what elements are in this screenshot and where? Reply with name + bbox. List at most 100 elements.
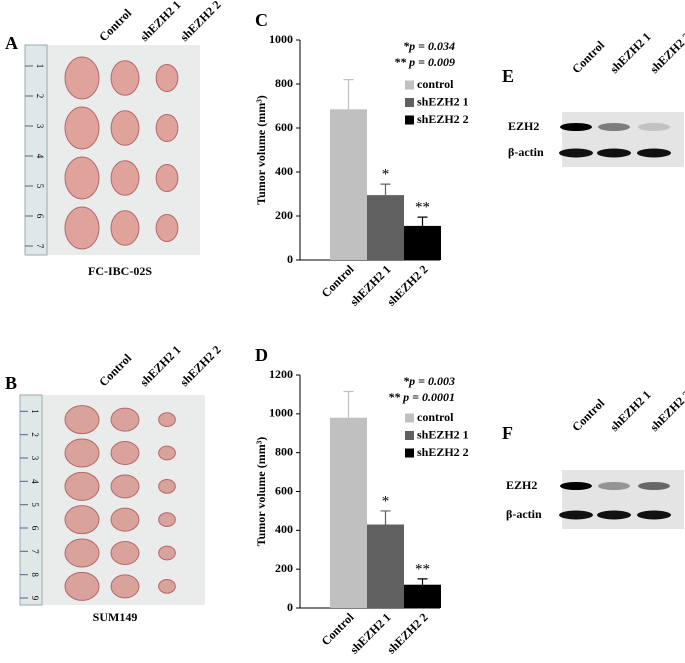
ruler-number: 6 [30, 526, 40, 531]
tumor [158, 545, 176, 561]
lane-label: Control [569, 38, 607, 76]
tumor [64, 206, 100, 250]
p-value: ** p = 0.009 [394, 55, 455, 69]
y-axis-label: Tumor volume (mm³) [254, 95, 268, 205]
blot-membrane [562, 112, 684, 167]
bar [404, 225, 441, 260]
tumor [158, 445, 176, 461]
tumor [158, 578, 176, 594]
band [559, 510, 593, 520]
panel-letter: A [5, 33, 18, 53]
column-label: shEZH2 1 [137, 0, 183, 44]
panel-letter: E [502, 66, 514, 86]
band [598, 123, 630, 131]
tumor [64, 538, 100, 568]
tumor [64, 405, 100, 435]
lane-label: shEZH2 1 [607, 388, 653, 434]
panel-letter: B [5, 373, 17, 393]
row-label: β-actin [508, 145, 544, 159]
tumor [64, 56, 100, 100]
row-label: EZH2 [508, 119, 539, 133]
y-tick-label: 400 [275, 164, 293, 178]
y-axis-label: Tumor volume (mm³) [254, 437, 268, 547]
significance-mark: ** [415, 561, 430, 577]
legend-label: shEZH2 2 [417, 445, 469, 459]
tumor [110, 441, 140, 465]
ruler-number: 7 [30, 549, 40, 554]
column-label: Control [96, 6, 134, 44]
band [638, 482, 670, 490]
panel-letter: F [502, 423, 513, 443]
ruler-number: 9 [30, 596, 40, 601]
ruler-number: 5 [35, 184, 45, 189]
column-label: shEZH2 2 [177, 0, 223, 44]
lane-label: shEZH2 2 [647, 388, 685, 434]
legend-swatch [405, 98, 414, 107]
tumor [110, 407, 140, 432]
ruler-number: 7 [35, 244, 45, 249]
x-tick-label: shEZH2 2 [384, 610, 430, 656]
ruler-number: 2 [35, 94, 45, 99]
y-tick-label: 0 [287, 252, 293, 266]
tumor [110, 474, 140, 499]
tumor [110, 110, 140, 146]
tumor [158, 412, 176, 428]
ruler-number: 2 [30, 432, 40, 437]
panel-letter: C [255, 10, 268, 30]
legend-swatch [405, 80, 414, 90]
band [597, 148, 631, 158]
y-tick-label: 200 [275, 561, 293, 575]
y-tick-label: 1200 [269, 367, 293, 381]
tumor [158, 512, 176, 528]
y-tick-label: 800 [275, 444, 293, 458]
band [598, 482, 630, 490]
tumor [110, 210, 140, 246]
row-label: β-actin [506, 507, 542, 521]
ruler-number: 3 [35, 124, 45, 129]
x-tick-label: shEZH2 2 [384, 262, 430, 308]
band [637, 510, 671, 520]
y-tick-label: 200 [275, 208, 293, 222]
lane-label: shEZH2 2 [647, 30, 685, 76]
ruler-number: 1 [30, 409, 40, 414]
p-value: ** p = 0.0001 [388, 390, 455, 404]
tumor [155, 214, 179, 242]
tumor [64, 438, 100, 468]
bar [404, 584, 441, 608]
legend-label: control [417, 77, 454, 91]
error-bar [380, 183, 391, 196]
y-tick-label: 800 [275, 76, 293, 90]
legend-label: shEZH2 1 [417, 427, 469, 441]
legend-swatch [405, 413, 414, 423]
ruler-number: 4 [30, 479, 40, 484]
tumor [64, 156, 100, 200]
legend-label: control [417, 410, 454, 424]
legend-label: shEZH2 1 [417, 94, 469, 108]
tumor [110, 541, 140, 565]
band [559, 148, 593, 158]
tumor [64, 471, 100, 501]
legend-swatch [405, 448, 414, 458]
column-label: shEZH2 2 [177, 343, 223, 389]
significance-mark: ** [415, 200, 430, 216]
photo-caption: SUM149 [93, 610, 138, 624]
band [637, 148, 671, 158]
photo-caption: FC-IBC-02S [88, 264, 152, 278]
y-tick-label: 600 [275, 120, 293, 134]
significance-mark: * [382, 167, 390, 183]
bar [330, 417, 367, 608]
ruler-number: 8 [30, 572, 40, 577]
tumor [158, 478, 176, 494]
y-tick-label: 400 [275, 522, 293, 536]
tumor [155, 64, 179, 92]
band [597, 510, 631, 520]
tumor [64, 571, 100, 601]
ruler-number: 4 [35, 154, 45, 159]
bar [367, 524, 404, 608]
p-value: *p = 0.003 [403, 374, 455, 388]
column-label: Control [96, 351, 134, 389]
ruler [19, 394, 43, 606]
y-tick-label: 0 [287, 600, 293, 614]
tumor [155, 164, 179, 192]
